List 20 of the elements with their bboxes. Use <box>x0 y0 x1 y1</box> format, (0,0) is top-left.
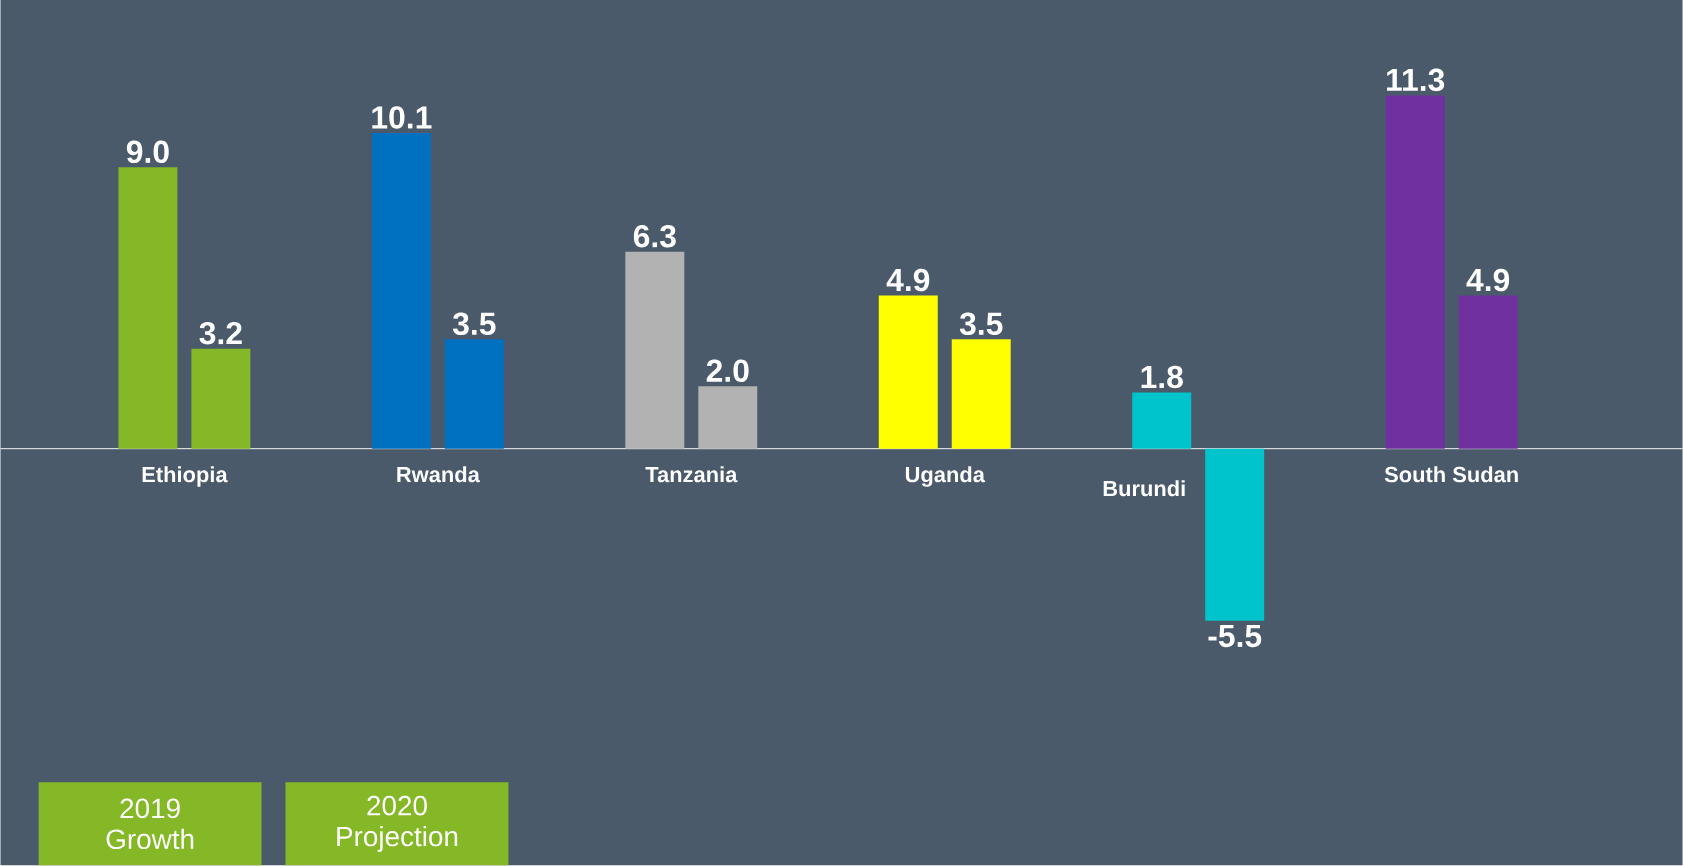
text: 2020 Projection <box>337 796 458 853</box>
data-label: -5.5 <box>1208 625 1262 648</box>
data-label: 2.0 <box>706 359 749 383</box>
x-tick-label: Tanzania <box>645 466 738 483</box>
data-label: 11.3 <box>1387 68 1445 92</box>
text: 2019 Growth <box>106 798 194 850</box>
data-label: 3.2 <box>199 322 242 345</box>
data-label: 4.9 <box>886 269 930 292</box>
x-tick-label: Rwanda <box>397 466 480 483</box>
data-label: 10.1 <box>372 106 432 129</box>
x-tick-label: Burundi <box>1103 480 1185 497</box>
x-tick-label: Uganda <box>905 466 986 487</box>
data-label: 3.5 <box>959 312 1003 336</box>
data-label: 3.5 <box>452 312 496 336</box>
x-tick-label: South Sudan <box>1384 466 1518 483</box>
data-label: 6.3 <box>633 225 676 248</box>
data-label: 9.0 <box>126 140 169 164</box>
x-tick-label: Ethiopia <box>142 466 228 487</box>
data-label: 4.9 <box>1466 269 1510 292</box>
data-label: 1.8 <box>1141 365 1183 389</box>
